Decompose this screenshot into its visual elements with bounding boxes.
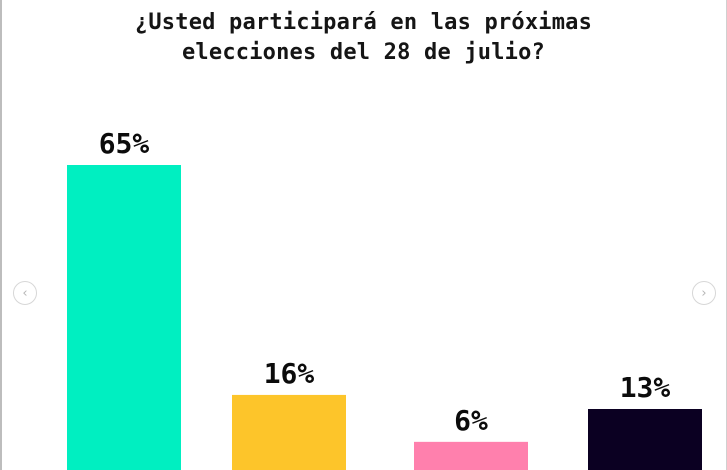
- chart-title: ¿Usted participará en las próximas elecc…: [134, 10, 593, 65]
- carousel-next-icon[interactable]: ›: [692, 281, 716, 305]
- bar-value-label-2: 16%: [264, 357, 315, 390]
- bar-value-label-4: 13%: [620, 371, 671, 404]
- bar-2: [232, 394, 346, 470]
- bar-1: [67, 165, 181, 470]
- bar-3: [414, 441, 528, 470]
- bar-value-label-1: 65%: [99, 127, 150, 160]
- bar-4: [588, 409, 702, 470]
- bar-value-label-3: 6%: [454, 404, 488, 437]
- left-frame-border: [0, 0, 2, 470]
- carousel-prev-icon[interactable]: ‹: [13, 281, 37, 305]
